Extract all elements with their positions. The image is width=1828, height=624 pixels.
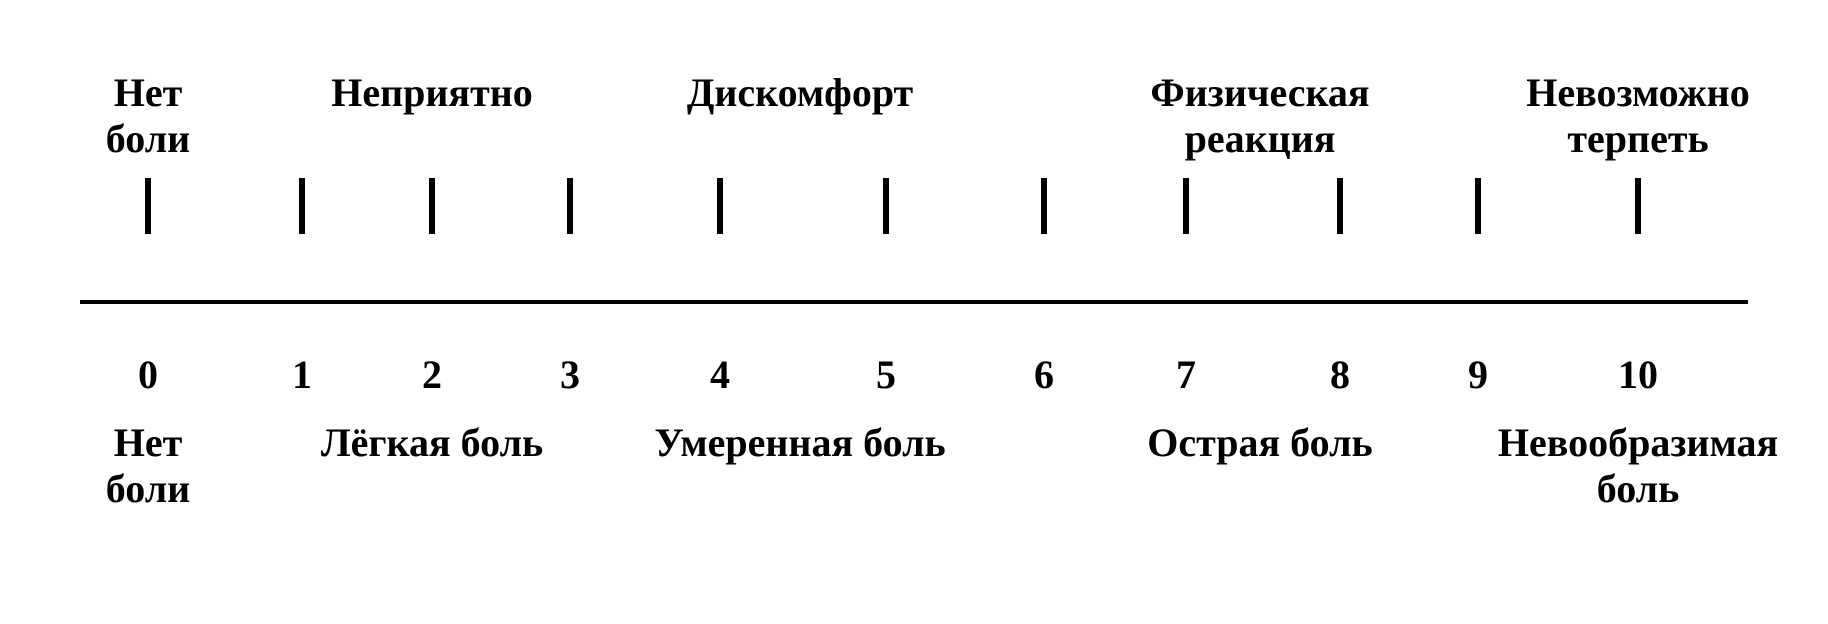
top-label-1: Неприятно — [272, 70, 592, 116]
number-5: 5 — [846, 352, 926, 398]
number-7: 7 — [1146, 352, 1226, 398]
number-0: 0 — [108, 352, 188, 398]
top-label-4: Невозможно терпеть — [1458, 70, 1818, 162]
bottom-label-3: Острая боль — [1080, 420, 1440, 466]
number-4: 4 — [680, 352, 760, 398]
axis-line — [80, 300, 1748, 304]
tick-6 — [1041, 178, 1047, 234]
number-1: 1 — [262, 352, 342, 398]
bottom-label-1: Лёгкая боль — [252, 420, 612, 466]
tick-3 — [567, 178, 573, 234]
number-10: 10 — [1598, 352, 1678, 398]
tick-8 — [1337, 178, 1343, 234]
tick-2 — [429, 178, 435, 234]
bottom-label-4: Невообразимая боль — [1428, 420, 1828, 512]
bottom-label-0: Нет боли — [58, 420, 238, 512]
top-label-3: Физическая реакция — [1080, 70, 1440, 162]
top-label-2: Дискомфорт — [620, 70, 980, 116]
tick-7 — [1183, 178, 1189, 234]
number-3: 3 — [530, 352, 610, 398]
tick-4 — [717, 178, 723, 234]
number-9: 9 — [1438, 352, 1518, 398]
bottom-label-2: Умеренная боль — [580, 420, 1020, 466]
tick-10 — [1635, 178, 1641, 234]
number-2: 2 — [392, 352, 472, 398]
tick-0 — [145, 178, 151, 234]
tick-1 — [299, 178, 305, 234]
top-label-0: Нет боли — [58, 70, 238, 162]
number-8: 8 — [1300, 352, 1380, 398]
tick-9 — [1475, 178, 1481, 234]
number-6: 6 — [1004, 352, 1084, 398]
pain-scale-diagram: Нет боли Неприятно Дискомфорт Физическая… — [0, 0, 1828, 624]
tick-5 — [883, 178, 889, 234]
